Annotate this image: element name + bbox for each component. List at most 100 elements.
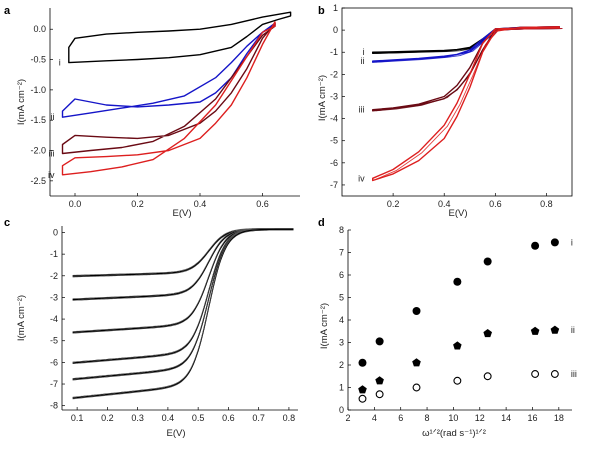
panel-c-axes: 0.1 0.2 0.3 0.4 0.5 0.6 0.7 0.8 0 -1 -2 -3 -4 -5 -6 -7 -… — [50, 226, 298, 423]
panel-d-series-label: i — [571, 237, 573, 247]
panel-d-xtick-label: 12 — [475, 413, 485, 423]
panel-c-curve — [72, 228, 294, 276]
panel-d-point-i — [375, 337, 384, 346]
panel-c-ytick-label: 0 — [53, 227, 58, 237]
panel-a-xtick-label: 0.6 — [256, 199, 269, 209]
panel-a-xtick-label: 0.0 — [69, 199, 82, 209]
panel-d-point-ii — [412, 358, 421, 367]
panel-c-xtick-label: 0.2 — [101, 413, 114, 423]
panel-c-curve — [72, 228, 294, 363]
panel-d-series-label: iii — [571, 369, 577, 379]
panel-a-curve-ii — [61, 22, 276, 118]
panel-c-curve — [72, 229, 294, 400]
panel-b-ytick-label: 0 — [333, 25, 338, 35]
panel-a-xtick-label: 0.2 — [131, 199, 144, 209]
panel-d-xlabel: ω¹ᐟ²(rad s⁻¹)¹ᐟ² — [422, 428, 486, 439]
panel-c-ytick-label: -5 — [50, 336, 58, 346]
panel-d-point-ii — [550, 325, 560, 334]
panel-d-xtick-label: 4 — [372, 413, 377, 423]
panel-d-xtick-label: 14 — [501, 413, 511, 423]
panel-c-ytick-label: -3 — [50, 292, 58, 302]
panel-d-xtick-label: 16 — [527, 413, 537, 423]
panel-c-xtick-label: 0.4 — [162, 413, 175, 423]
panel-d-ytick-label: 0 — [339, 405, 344, 415]
panel-d-xtick-label: 8 — [425, 413, 430, 423]
panel-b-curve-label: i — [363, 47, 365, 57]
panel-c-curve — [72, 228, 294, 333]
panel-b-curve-iv-repeat — [375, 28, 563, 180]
panel-d-point-i — [453, 277, 462, 286]
panel-d-xtick-label: 18 — [554, 413, 564, 423]
panel-a-ytick-label: -0.5 — [30, 55, 46, 65]
panel-c-xtick-label: 0.8 — [283, 413, 296, 423]
panel-c-ytick-label: -1 — [50, 249, 58, 259]
panel-a-curve-label: i — [59, 58, 61, 68]
panel-b-ytick-label: 1 — [333, 3, 338, 13]
panel-b-curve-ii-repeat — [375, 28, 563, 63]
panel-c-xtick-label: 0.3 — [131, 413, 144, 423]
panel-a: a 0.0 0.2 0.4 0.60.0-0.5-1.0-1.5-2.0-2.5 ii… — [4, 5, 300, 219]
panel-c-curve — [72, 228, 294, 380]
panel-c-xtick-label: 0.5 — [192, 413, 205, 423]
panel-d-point-i — [483, 257, 492, 266]
panel-d-ytick-label: 1 — [339, 383, 344, 393]
panel-a-letter: a — [4, 5, 11, 17]
panel-b-ytick-label: -3 — [330, 91, 338, 101]
panel-b: b 0.2 0.4 0.6 0.810-1-2-3-4-5-6-7 iiiiiiiv … — [317, 3, 573, 219]
panel-b-xlabel: E(V) — [449, 208, 468, 219]
panel-d-point-iii — [453, 376, 462, 385]
panel-a-xtick-label: 0.4 — [194, 199, 207, 209]
panel-d-point-iii — [375, 390, 384, 399]
panel-a-ytick-label: -1.0 — [30, 85, 46, 95]
panel-c-xlabel: E(V) — [167, 428, 186, 439]
panel-d-ylabel: I(mA cm⁻²) — [319, 303, 330, 349]
panel-d-ytick-label: 5 — [339, 293, 344, 303]
panel-b-curve-iv — [372, 26, 560, 182]
panel-d-ytick-label: 7 — [339, 248, 344, 258]
panel-d-point-iii — [550, 370, 559, 378]
panel-a-ytick-label: -2.5 — [30, 176, 46, 186]
panel-b-curve-label: ii — [361, 56, 365, 66]
panel-c: c 0.1 0.2 0.3 0.4 0.5 0.6 0.7 0.8 0 -1 -2 -3 -4 -5 -6 -… — [4, 217, 298, 439]
panel-c-curve — [72, 228, 294, 332]
panel-b-curve-ii — [372, 26, 560, 63]
panel-c-curve — [72, 228, 294, 398]
panel-c-curve — [72, 228, 294, 364]
panel-a-ytick-label: -2.0 — [30, 146, 46, 156]
panel-c-ylabel: I(mA cm⁻²) — [16, 295, 27, 341]
panel-b-axes: 0.2 0.4 0.6 0.8 1 0 -1 -2 -3 -4 -5 -6 -7 — [330, 3, 573, 209]
panel-d-point-iii — [531, 370, 540, 378]
panel-d-ytick-label: 6 — [339, 270, 344, 280]
panel-a-curve-i — [68, 11, 292, 64]
panel-d-point-ii — [483, 329, 492, 338]
panel-c-letter: c — [4, 217, 10, 229]
panel-b-ytick-label: -2 — [330, 69, 338, 79]
panel-d-point-iii — [483, 372, 492, 381]
panel-a-ylabel: I(mA cm⁻²) — [16, 79, 27, 125]
panel-b-xtick-label: 0.8 — [540, 199, 553, 209]
panel-b-ytick-label: -4 — [330, 114, 338, 124]
panel-c-curve — [72, 228, 294, 277]
panel-c-curve — [72, 229, 294, 301]
panel-d-xtick-label: 6 — [398, 413, 403, 423]
panel-b-curve-label: iv — [358, 173, 365, 183]
panel-c-series — [72, 228, 294, 400]
panel-d-point-i — [550, 238, 559, 247]
panel-c-ytick-label: -4 — [50, 314, 58, 324]
panel-b-ylabel: I(mA cm⁻²) — [317, 75, 328, 121]
panel-d-point-ii — [453, 341, 462, 350]
panel-b-ytick-label: -7 — [330, 180, 338, 190]
panel-d-xtick-label: 10 — [448, 413, 458, 423]
panel-d-point-ii — [530, 326, 540, 335]
panel-c-xtick-label: 0.7 — [252, 413, 265, 423]
panel-b-frame — [341, 7, 573, 197]
panel-d-point-i — [531, 241, 540, 250]
panel-d-point-i — [358, 358, 367, 367]
panel-a-curve-iii — [61, 22, 276, 155]
panel-d-ytick-label: 3 — [339, 338, 344, 348]
